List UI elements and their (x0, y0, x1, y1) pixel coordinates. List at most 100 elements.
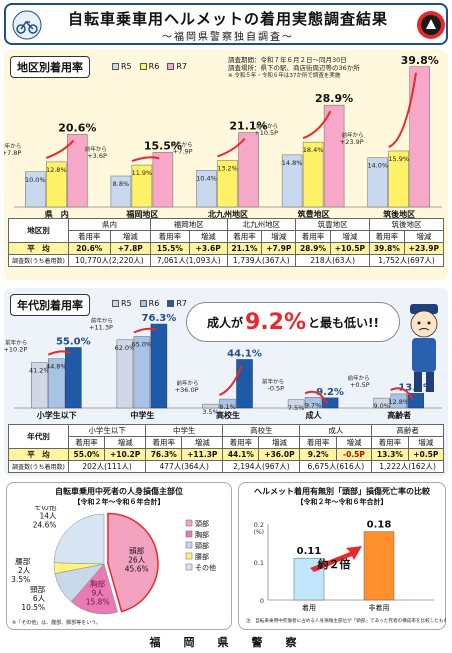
table-group-header: 県内 (68, 218, 151, 231)
adult-lowest-banner: 成人が 9.2% と最も低い!! (186, 302, 400, 342)
legend-label-r5: R5 (121, 299, 132, 308)
table-cell: 2,194人(967人) (222, 460, 301, 473)
bar-r7 (152, 152, 174, 208)
table-cell: 39.8% (369, 242, 405, 255)
table-subhead: 増減 (181, 436, 224, 449)
table-cell: 55.0% (67, 448, 106, 461)
bar-r5 (110, 175, 132, 208)
change-annotation-value: +3.6P (87, 152, 107, 160)
bicycle-icon (12, 10, 42, 40)
table-cell: 44.1% (222, 448, 260, 461)
bar-data-label: 9.7% (305, 401, 322, 409)
header-banner: 自転車乗車用ヘルメットの着用実態調査結果 ～福岡県警察独自調査～ (4, 3, 448, 45)
table-subhead: 増減 (403, 230, 445, 243)
pie-slice-percent: 3.5% (11, 575, 30, 584)
fatality-note: 注 自転車乗用中死傷者に占める人身損傷主部位が「頭部」であった死者の構成率を比較… (246, 617, 446, 624)
change-annotation-label: 前年から (342, 131, 364, 139)
fatality-category-label: 非着用 (369, 603, 390, 612)
table-group-header: 高齢者 (371, 424, 444, 437)
legend-swatch-r6 (139, 300, 147, 307)
pie-legend-label: 頸部 (195, 541, 209, 550)
pie-subtitle: 【令和２年～令和６年合計】 (73, 498, 165, 506)
banner-highlight-value: 9.2% (245, 309, 307, 335)
pie-legend-label: その他 (195, 563, 216, 572)
bar-data-label: 9.2% (316, 387, 344, 398)
area-data-table: 地区別 県内 福岡地区 北九州地区 筑豊地区 筑後地区 着用率 増減 着用率 増減 … (8, 218, 445, 267)
bar-data-label: 18.4% (303, 146, 324, 154)
banner-text-post: と最も低い!! (308, 315, 379, 330)
bar-r6 (390, 393, 407, 409)
page-subtitle: ～福岡県警察独自調査～ (162, 32, 294, 43)
table-cell: 21.1% (226, 242, 263, 255)
bar-data-label: 21.1% (229, 120, 267, 133)
table-group-header: 筑豊地区 (295, 218, 371, 231)
legend-swatch-r5 (112, 63, 119, 70)
table-cell: 6,675人(616人) (299, 460, 373, 473)
category-label: 福岡地区 (125, 209, 158, 219)
table-subhead: 着用率 (222, 436, 260, 449)
y-tick-label: 0.1 (254, 559, 264, 567)
table-subhead: 着用率 (371, 436, 409, 449)
bar-r5 (202, 403, 219, 409)
bar-r7 (409, 66, 430, 208)
age-data-table: 年代別 小学生以下 中学生 高校生 成人 高齢者 着用率 増減 着用率 増減 着用率… (8, 424, 445, 473)
bar-data-label: 7.5% (288, 404, 305, 412)
pie-slice (107, 512, 159, 613)
increase-arrow (390, 387, 414, 400)
bar-data-label: 65.0% (132, 341, 153, 349)
change-annotation-value: +7.8P (4, 149, 21, 157)
pie-legend-swatch (185, 519, 193, 527)
y-axis-unit: (%) (254, 529, 264, 536)
legend-label-r7: R7 (176, 62, 187, 71)
y-tick-label: 0 (260, 597, 264, 605)
bar-data-label: 44.1% (227, 348, 262, 359)
area-bar-chart: 10.0%12.8%20.6%前年から+7.8P県 内8.8%11.9%15.5… (4, 54, 442, 219)
footer-org: 福 岡 県 警 察 (149, 636, 303, 649)
table-group-header: 北九州地区 (226, 218, 297, 231)
legend-label-r6: R6 (148, 62, 160, 71)
pie-legend-label: 腰部 (195, 552, 209, 561)
bar-data-label: 15.9% (388, 155, 409, 163)
increase-arrow (310, 546, 362, 572)
pie-legend-swatch (185, 552, 193, 560)
change-annotation-label: 前年から (85, 145, 107, 153)
table-cell: 9.2% (299, 448, 337, 461)
change-annotation-label: 前年から (4, 142, 21, 150)
survey-notes: 調査期間：令和７年６月２日～同月30日 調査場所：県下の駅、商店街周辺等の36か… (228, 56, 388, 80)
bar-data-label: 12.8% (388, 398, 409, 406)
table-group-header: 福岡地区 (149, 218, 228, 231)
table-cell: +7.9P (261, 242, 297, 255)
fatality-callout: 約２倍 (318, 557, 351, 571)
table-cell: +7.8P (109, 242, 151, 255)
change-annotation-value: +10.5P (254, 129, 278, 137)
y-tick-label: 0.2 (254, 521, 264, 529)
age-bar-chart: 41.2%44.8%55.0%前年から+10.2P小学生以下62.0%65.0%… (4, 313, 442, 420)
fatality-subtitle: 【令和２年～令和６年合計】 (296, 498, 388, 506)
change-annotation-value: +0.5P (350, 381, 370, 389)
police-mascot-icon (410, 304, 438, 392)
bar-r5 (367, 157, 388, 208)
bar-r5 (196, 170, 217, 208)
pie-slice-count: 26人 (128, 555, 146, 564)
area-legend: R5 R6 R7 (112, 62, 187, 71)
bar-data-label: 11.9% (132, 169, 153, 177)
table-subhead: 増減 (258, 436, 301, 449)
table-group-header: 中学生 (145, 424, 224, 437)
bar-r7 (321, 397, 339, 409)
age-section-title: 年代別着用率 (10, 294, 90, 316)
table-row-header: 年代別 (8, 424, 69, 449)
bar-r6 (304, 397, 322, 409)
pie-slice-name: 頸部 (30, 584, 45, 594)
increase-arrow (45, 139, 75, 159)
bar-data-label: 10.4% (196, 174, 217, 182)
bar-r6 (133, 336, 151, 409)
bar-r7 (236, 359, 253, 409)
bar-r5 (373, 397, 390, 409)
table-cell: 10,770人(2,220人) (68, 254, 151, 267)
table-group-header: 成人 (299, 424, 373, 437)
legend-label-r7: R7 (176, 299, 187, 308)
bar-r6 (217, 160, 238, 208)
fatality-title: ヘルメット着用有無別「頭部」損傷死亡率の比較 (254, 487, 430, 496)
increase-arrow (304, 390, 329, 405)
bar-data-label: 55.0% (56, 337, 91, 348)
